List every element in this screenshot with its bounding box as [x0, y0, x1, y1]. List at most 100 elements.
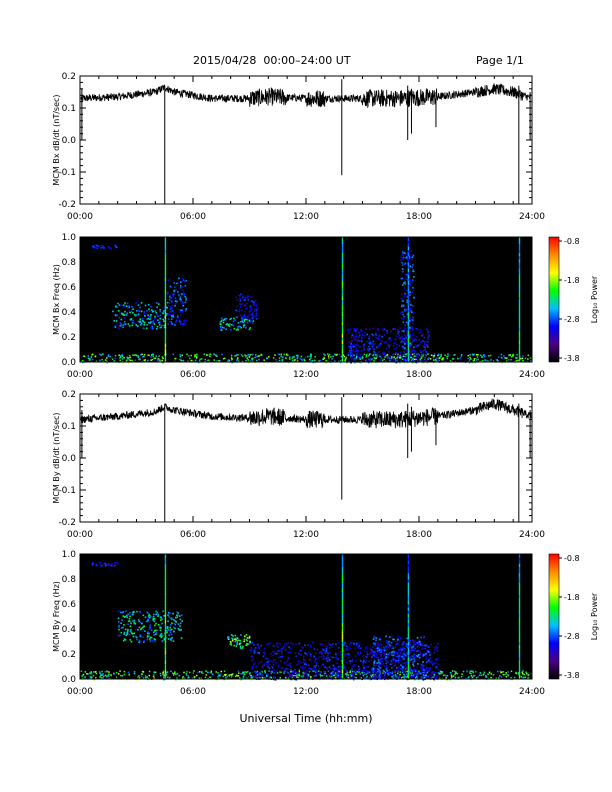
y-tick-label: 0.2	[62, 650, 76, 660]
heatmap-cell	[353, 664, 356, 666]
heatmap-cell	[297, 660, 300, 662]
heatmap-cell	[388, 671, 390, 674]
heatmap-cell	[222, 675, 225, 678]
heatmap-cell	[128, 357, 130, 359]
heatmap-cell	[381, 661, 383, 664]
heatmap-cell	[501, 357, 503, 360]
heatmap-cell	[270, 671, 273, 674]
heatmap-cell	[421, 666, 424, 669]
heatmap-cell	[373, 636, 376, 639]
heatmap-cell	[184, 295, 187, 298]
heatmap-cell	[312, 657, 315, 659]
heatmap-cell	[187, 360, 189, 363]
heatmap-cell	[217, 675, 219, 678]
heatmap-cell	[258, 358, 260, 361]
heatmap-cell	[418, 643, 421, 645]
heatmap-cell	[419, 677, 421, 680]
heatmap-cell	[128, 354, 131, 357]
heatmap-cell	[124, 310, 126, 313]
heatmap-cell	[250, 676, 253, 678]
heatmap-cell	[271, 667, 274, 669]
heatmap-cell	[180, 637, 183, 639]
heatmap-cell	[179, 285, 182, 287]
heatmap-streak	[341, 271, 344, 275]
heatmap-streak	[407, 563, 410, 567]
heatmap-cell	[267, 660, 270, 662]
heatmap-cell	[82, 355, 85, 357]
heatmap-cell	[403, 677, 406, 679]
heatmap-cell	[181, 305, 184, 307]
heatmap-streak	[407, 597, 410, 602]
heatmap-cell	[402, 270, 404, 273]
heatmap-cell	[304, 644, 306, 647]
heatmap-cell	[124, 317, 126, 319]
heatmap-cell	[106, 563, 108, 566]
heatmap-cell	[124, 323, 127, 325]
heatmap-cell	[273, 669, 275, 671]
heatmap-cell	[298, 668, 301, 671]
heatmap-cell	[411, 350, 414, 352]
heatmap-cell	[285, 354, 288, 357]
heatmap-cell	[387, 357, 390, 360]
heatmap-cell	[280, 355, 282, 358]
heatmap-cell	[254, 308, 256, 310]
heatmap-cell	[181, 354, 183, 357]
heatmap-streak	[341, 324, 344, 329]
heatmap-cell	[391, 676, 393, 678]
heatmap-cell	[379, 654, 382, 656]
heatmap-cell	[434, 662, 437, 665]
heatmap-streak	[164, 346, 167, 350]
heatmap-cell	[417, 678, 420, 681]
heatmap-cell	[368, 676, 371, 679]
heatmap-cell	[280, 353, 282, 356]
heatmap-cell	[114, 245, 117, 247]
y-axis-label: MCM By Freq (Hz)	[52, 581, 61, 652]
heatmap-streak	[518, 632, 521, 636]
heatmap-cell	[414, 350, 417, 352]
heatmap-cell	[427, 646, 430, 648]
heatmap-cell	[424, 657, 427, 660]
heatmap-cell	[157, 315, 159, 317]
heatmap-streak	[518, 554, 521, 558]
heatmap-cell	[485, 674, 487, 677]
heatmap-cell	[138, 641, 140, 644]
heatmap-cell	[91, 358, 94, 361]
heatmap-cell	[257, 645, 260, 648]
heatmap-cell	[293, 675, 295, 678]
heatmap-cell	[390, 644, 392, 647]
heatmap-cell	[255, 313, 258, 315]
heatmap-cell	[416, 352, 419, 355]
heatmap-cell	[420, 359, 423, 362]
heatmap-cell	[382, 360, 385, 363]
heatmap-cell	[157, 358, 160, 360]
heatmap-cell	[178, 296, 181, 298]
heatmap-cell	[159, 326, 161, 329]
heatmap-cell	[507, 358, 510, 361]
heatmap-cell	[290, 674, 292, 677]
heatmap-cell	[252, 320, 255, 322]
heatmap-streak	[518, 641, 521, 646]
heatmap-cell	[242, 295, 245, 298]
heatmap-cell	[398, 334, 401, 336]
heatmap-cell	[412, 329, 414, 331]
x-tick-label: 00:00	[67, 370, 93, 380]
heatmap-cell	[174, 623, 177, 626]
heatmap-cell	[240, 293, 243, 296]
heatmap-cell	[98, 561, 101, 564]
heatmap-cell	[266, 675, 268, 677]
heatmap-cell	[165, 629, 168, 632]
heatmap-cell	[166, 301, 169, 304]
heatmap-cell	[411, 675, 414, 678]
heatmap-cell	[365, 647, 367, 650]
heatmap-streak	[518, 616, 521, 621]
heatmap-cell	[496, 670, 499, 673]
heatmap-cell	[179, 286, 182, 289]
heatmap-cell	[408, 649, 410, 652]
heatmap-streak	[518, 572, 521, 577]
heatmap-cell	[132, 620, 134, 622]
heatmap-cell	[150, 356, 152, 358]
heatmap-cell	[389, 662, 392, 665]
heatmap-cell	[345, 661, 348, 664]
heatmap-cell	[156, 306, 158, 309]
heatmap-cell	[393, 348, 396, 350]
